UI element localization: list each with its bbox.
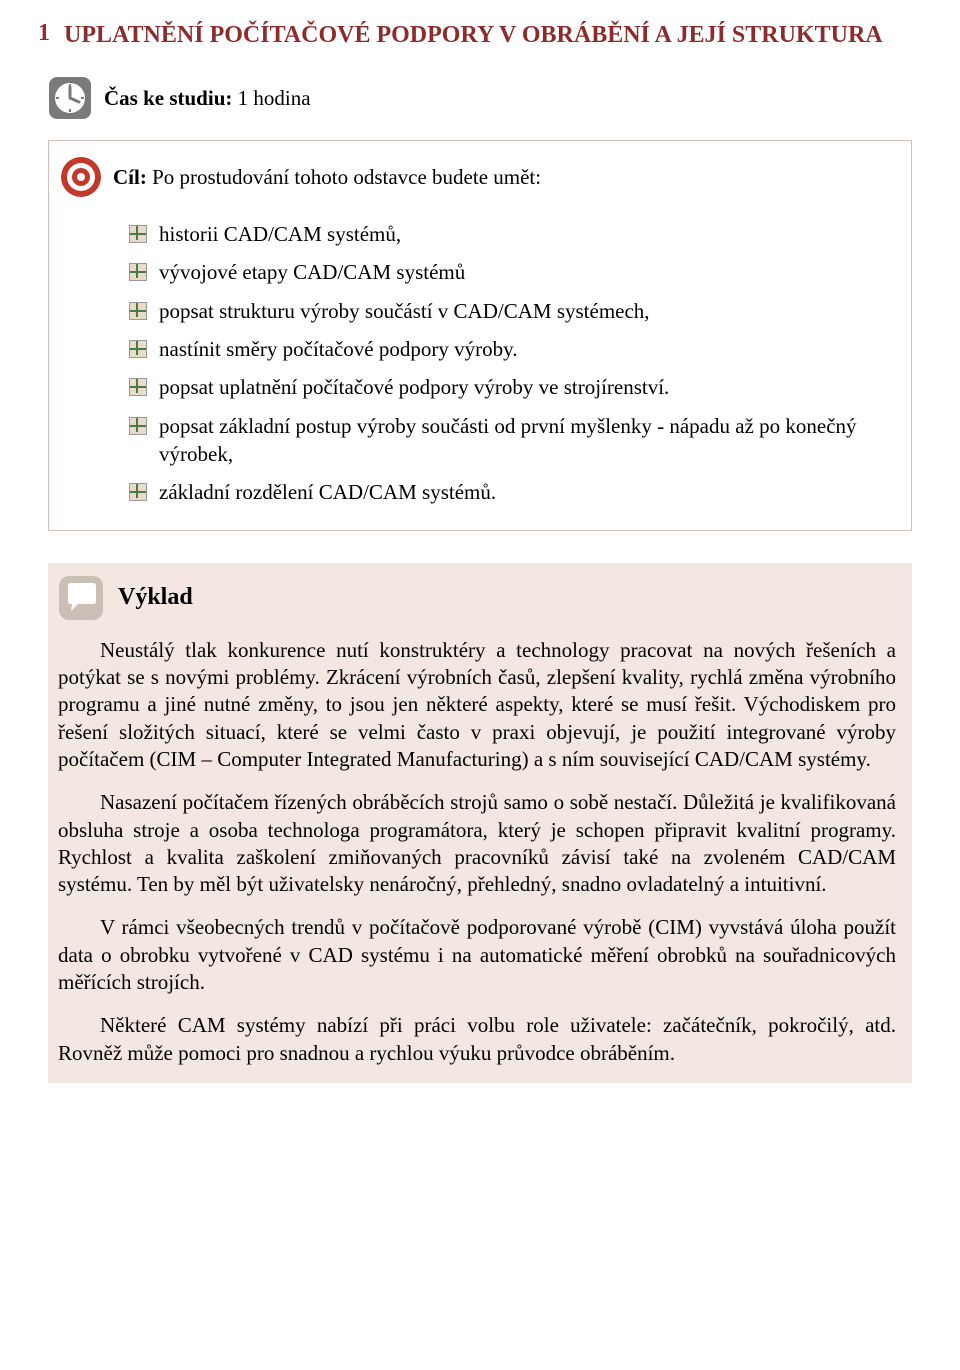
body-paragraph: Nasazení počítačem řízených obráběcích s… <box>58 789 896 898</box>
speech-bubble-icon <box>58 575 104 621</box>
body-paragraph: Některé CAM systémy nabízí při práci vol… <box>58 1012 896 1067</box>
goal-box: Cíl: Po prostudování tohoto odstavce bud… <box>48 140 912 531</box>
list-item: popsat základní postup výroby součásti o… <box>129 407 895 474</box>
page-title: UPLATNĚNÍ POČÍTAČOVÉ PODPORY V OBRÁBĚNÍ … <box>64 20 883 50</box>
list-item: nastínit směry počítačové podpory výroby… <box>129 330 895 368</box>
list-item: historii CAD/CAM systémů, <box>129 215 895 253</box>
list-item: vývojové etapy CAD/CAM systémů <box>129 253 895 291</box>
body-paragraph: V rámci všeobecných trendů v počítačově … <box>58 914 896 996</box>
goal-label: Cíl: <box>113 165 147 189</box>
explanation-box: Výklad Neustálý tlak konkurence nutí kon… <box>48 563 912 1083</box>
target-icon <box>59 155 103 199</box>
body-paragraph: Neustálý tlak konkurence nutí konstrukté… <box>58 637 896 773</box>
list-item: popsat strukturu výroby součástí v CAD/C… <box>129 292 895 330</box>
list-item: základní rozdělení CAD/CAM systémů. <box>129 473 895 511</box>
goal-intro: Po prostudování tohoto odstavce budete u… <box>152 165 541 189</box>
list-item: popsat uplatnění počítačové podpory výro… <box>129 368 895 406</box>
clock-icon <box>48 76 92 120</box>
heading-number: 1 <box>38 20 50 47</box>
study-time-label: Čas ke studiu: <box>104 86 232 110</box>
explanation-title: Výklad <box>118 584 193 611</box>
goal-list: historii CAD/CAM systémů, vývojové etapy… <box>59 215 895 512</box>
study-time-value: 1 hodina <box>238 86 311 110</box>
